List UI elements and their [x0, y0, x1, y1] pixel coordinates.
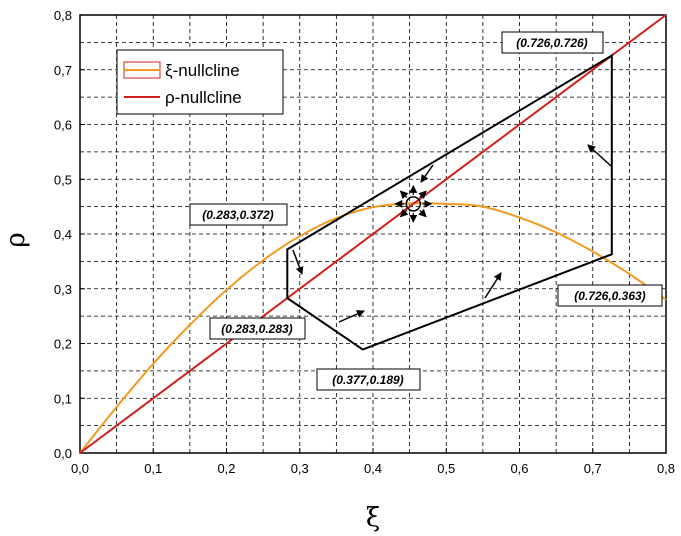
annotation-label: (0.283,0.283)	[221, 322, 292, 336]
flow-arrow	[484, 272, 502, 299]
legend-label-xi: ξ-nullcline	[165, 61, 240, 80]
region-boundary	[286, 53, 613, 351]
grid-lines	[80, 15, 666, 453]
xi-nullcline-line	[79, 202, 667, 454]
x-tick-label: 0,4	[364, 461, 382, 476]
x-tick-label: 0,3	[291, 461, 309, 476]
y-tick-label: 0,5	[54, 172, 72, 187]
flow-arrows	[292, 144, 612, 323]
fixed-point-arrow	[399, 208, 409, 218]
y-tick-label: 0,2	[54, 337, 72, 352]
axis-ticks: 0,0 0,1 0,2 0,3 0,4 0,5 0,6 0,7 0,8 0,0 0,1 0,2 0,3 0…	[54, 8, 675, 476]
annotation-label: (0.283,0.372)	[202, 208, 273, 222]
x-tick-label: 0,5	[437, 461, 455, 476]
fixed-point-arrow	[399, 190, 409, 199]
annotation-box: (0.283,0.372)	[189, 203, 288, 226]
flow-arrow	[587, 144, 612, 167]
y-tick-label: 0,8	[54, 8, 72, 23]
y-tick-label: 0,4	[54, 227, 72, 242]
rho-nullcline-line	[79, 14, 667, 454]
fixed-point-marker	[405, 196, 422, 212]
x-tick-label: 0,8	[657, 461, 675, 476]
annotation-label: (0.726,0.363)	[574, 289, 645, 303]
invariant-region	[286, 53, 613, 351]
annotation-label: (0.726,0.726)	[516, 36, 587, 50]
vertex-annotations: (0.726,0.726) (0.283,0.372) (0.726,0.363…	[189, 31, 663, 391]
flow-arrow	[292, 249, 304, 275]
flow-arrow	[338, 310, 365, 323]
legend-label-rho: ρ-nullcline	[165, 88, 242, 107]
y-tick-label: 0,0	[54, 446, 72, 461]
legend-box	[116, 49, 284, 115]
legend: ξ-nullcline ρ-nullcline	[116, 49, 284, 115]
y-tick-label: 0,7	[54, 63, 72, 78]
series-layer	[79, 14, 667, 454]
y-axis-label: ρ	[1, 232, 31, 247]
y-tick-label: 0,3	[54, 282, 72, 297]
annotation-box: (0.726,0.363)	[557, 284, 663, 307]
x-tick-label: 0,7	[584, 461, 602, 476]
annotation-box: (0.377,0.189)	[316, 368, 421, 391]
flow-arrow	[420, 164, 434, 183]
x-tick-label: 0,0	[71, 461, 89, 476]
y-tick-label: 0,6	[54, 118, 72, 133]
x-tick-label: 0,6	[510, 461, 528, 476]
annotation-label: (0.377,0.189)	[332, 373, 403, 387]
fixed-point-arrow	[418, 190, 427, 199]
annotation-box: (0.726,0.726)	[501, 31, 604, 54]
x-tick-label: 0,1	[144, 461, 162, 476]
x-tick-label: 0,2	[217, 461, 235, 476]
x-axis-label: ξ	[366, 503, 380, 533]
annotation-box: (0.283,0.283)	[209, 317, 306, 340]
fixed-point-arrow	[418, 208, 427, 218]
y-tick-label: 0,1	[54, 391, 72, 406]
fixed-point	[394, 184, 433, 223]
